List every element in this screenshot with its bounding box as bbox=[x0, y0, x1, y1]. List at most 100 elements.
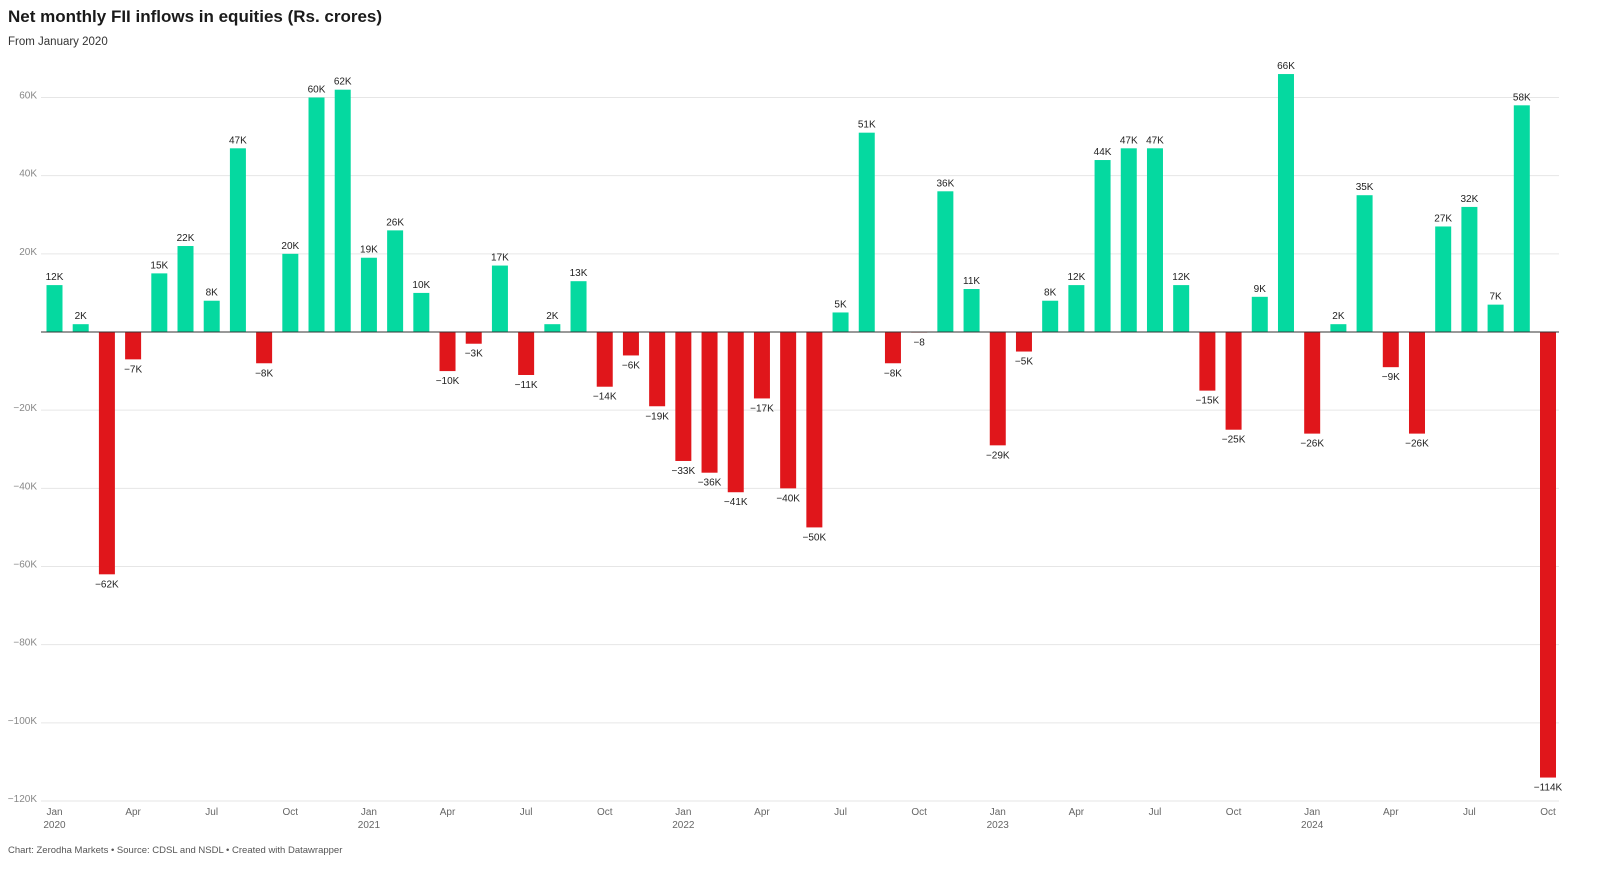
bar bbox=[308, 97, 325, 332]
data-label: 51K bbox=[858, 120, 876, 131]
data-label: 5K bbox=[834, 299, 847, 310]
bar bbox=[465, 332, 482, 344]
data-label: 11K bbox=[963, 276, 980, 287]
y-tick-label: 20K bbox=[19, 247, 37, 258]
data-label: 19K bbox=[360, 245, 378, 256]
bar bbox=[884, 332, 901, 364]
data-label: −26K bbox=[1405, 439, 1429, 450]
x-tick-label: Apr bbox=[125, 807, 141, 818]
data-label: −33K bbox=[672, 466, 696, 477]
bar bbox=[727, 332, 744, 493]
y-tick-label: 60K bbox=[19, 91, 37, 102]
data-label: 17K bbox=[491, 253, 509, 264]
data-label: −14K bbox=[593, 392, 617, 403]
x-tick-year: 2021 bbox=[358, 820, 381, 831]
data-label: 12K bbox=[46, 272, 64, 283]
bar bbox=[1277, 74, 1294, 333]
x-tick-year: 2022 bbox=[672, 820, 695, 831]
data-label: 62K bbox=[334, 77, 352, 88]
bar bbox=[1068, 285, 1085, 332]
x-tick-label: Jul bbox=[834, 807, 847, 818]
bar bbox=[177, 246, 194, 332]
bar bbox=[1015, 332, 1032, 352]
data-label: −19K bbox=[645, 411, 669, 422]
bar bbox=[832, 312, 849, 332]
x-tick-year: 2020 bbox=[43, 820, 66, 831]
data-label: −17K bbox=[750, 403, 774, 414]
x-tick-year: 2024 bbox=[1301, 820, 1324, 831]
data-label: 60K bbox=[308, 85, 326, 96]
data-label: 9K bbox=[1254, 284, 1267, 295]
data-label: 47K bbox=[229, 135, 247, 146]
bar bbox=[282, 253, 299, 332]
bar bbox=[387, 230, 404, 332]
bar bbox=[1382, 332, 1399, 368]
bar bbox=[858, 132, 875, 332]
data-labels: 12K 2K −62K −7K 15K 22K 8K 47K −8K 20K 60K 62K 19K 26… bbox=[46, 61, 1563, 794]
data-label: 27K bbox=[1434, 213, 1452, 224]
data-label: 8K bbox=[1044, 288, 1057, 299]
bar bbox=[806, 332, 823, 528]
bar bbox=[72, 324, 89, 332]
data-label: −41K bbox=[724, 497, 748, 508]
bar bbox=[1435, 226, 1452, 332]
gridlines bbox=[41, 97, 1559, 802]
data-label: −8 bbox=[913, 338, 925, 349]
x-tick-label: Jan bbox=[1304, 807, 1320, 818]
y-tick-label: 40K bbox=[19, 169, 37, 180]
data-label: −11K bbox=[515, 380, 538, 391]
data-label: −5K bbox=[1015, 357, 1033, 368]
bar bbox=[1225, 332, 1242, 430]
y-tick-label: −120K bbox=[8, 794, 38, 805]
x-tick-label: Jan bbox=[46, 807, 62, 818]
chart-title: Net monthly FII inflows in equities (Rs.… bbox=[8, 7, 383, 26]
bar bbox=[1513, 105, 1530, 332]
data-label: 2K bbox=[75, 311, 88, 322]
y-tick-label: −20K bbox=[13, 403, 37, 414]
chart-footer: Chart: Zerodha Markets • Source: CDSL an… bbox=[8, 845, 343, 856]
bar bbox=[1146, 148, 1163, 332]
x-tick-label: Apr bbox=[754, 807, 770, 818]
data-label: −25K bbox=[1222, 435, 1246, 446]
x-tick-label: Apr bbox=[1069, 807, 1085, 818]
data-label: 15K bbox=[150, 260, 168, 271]
data-label: −40K bbox=[776, 493, 800, 504]
data-label: −50K bbox=[803, 532, 827, 543]
bar bbox=[1042, 300, 1059, 332]
bar bbox=[491, 265, 508, 332]
bar bbox=[1408, 332, 1425, 434]
bar bbox=[413, 292, 430, 332]
bar bbox=[1356, 195, 1373, 332]
bar bbox=[1540, 332, 1556, 778]
bar bbox=[1461, 206, 1478, 332]
x-tick-label: Apr bbox=[440, 807, 456, 818]
bar bbox=[46, 285, 63, 332]
x-tick-label: Jul bbox=[205, 807, 218, 818]
bar bbox=[963, 289, 980, 332]
data-label: −29K bbox=[986, 450, 1010, 461]
bar bbox=[649, 332, 666, 407]
bar bbox=[753, 332, 770, 399]
data-label: −9K bbox=[1382, 372, 1400, 383]
x-tick-label: Jul bbox=[1149, 807, 1162, 818]
bar bbox=[151, 273, 168, 332]
x-tick-label: Jul bbox=[1463, 807, 1476, 818]
bar bbox=[1304, 332, 1321, 434]
data-label: −114K bbox=[1534, 783, 1563, 794]
data-label: 35K bbox=[1356, 182, 1374, 193]
x-tick-year: 2023 bbox=[987, 820, 1010, 831]
y-axis-ticks: 60K 40K 20K −20K −40K −60K −80K −100K −120K bbox=[8, 91, 38, 806]
x-tick-label: Jan bbox=[990, 807, 1006, 818]
data-label: −7K bbox=[124, 364, 142, 375]
data-label: 2K bbox=[546, 311, 559, 322]
data-label: 22K bbox=[177, 233, 195, 244]
data-label: 8K bbox=[206, 288, 219, 299]
data-label: 12K bbox=[1172, 272, 1190, 283]
data-label: 58K bbox=[1513, 92, 1531, 103]
bar bbox=[334, 89, 351, 332]
data-label: 13K bbox=[570, 268, 588, 279]
bar bbox=[1251, 296, 1268, 332]
bar bbox=[1094, 160, 1111, 332]
y-tick-label: −100K bbox=[8, 716, 38, 727]
